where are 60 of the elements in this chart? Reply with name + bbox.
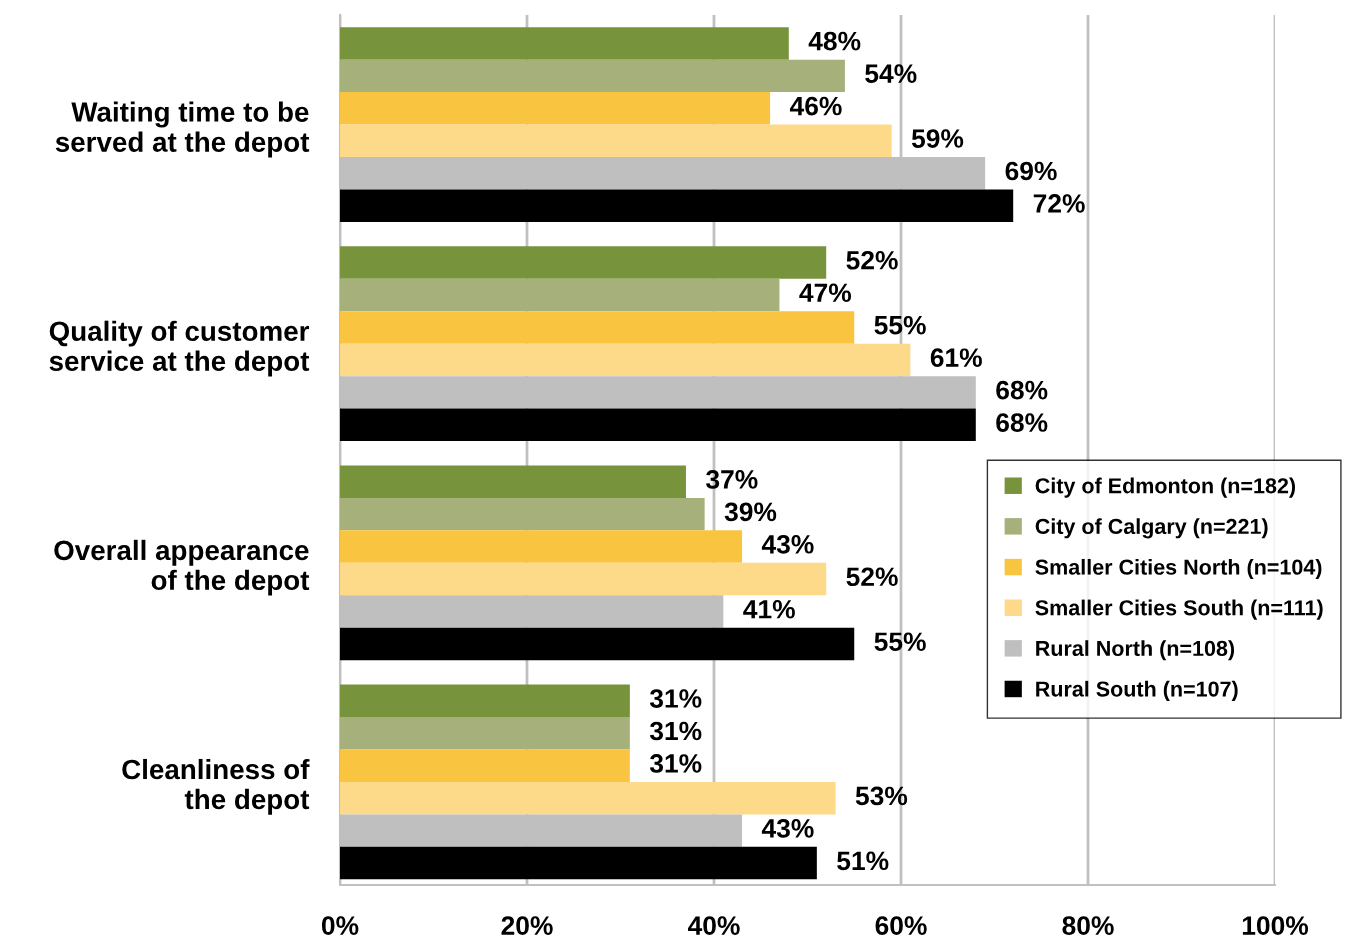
bar [340,530,743,563]
bar [340,465,686,498]
data-label: 68% [996,413,1048,432]
bar [340,781,836,815]
data-label: 72% [1033,194,1085,213]
data-label: 55% [874,315,926,335]
data-label: 55% [874,632,926,652]
data-label: 41% [743,599,795,619]
legend-label: Smaller Cities North (n=104) [1035,558,1322,580]
x-tick-label: 20% [501,916,553,935]
x-tick-label: 60% [875,916,927,935]
bar [340,278,780,312]
data-label: 59% [911,129,964,148]
bar [340,846,817,880]
bar [340,124,892,158]
bar [340,497,705,531]
bar [340,246,827,279]
y-tick-label: Cleanliness of the depot [122,758,310,815]
data-label: 31% [649,754,702,773]
bar [340,749,630,782]
x-tick-label: 80% [1062,916,1114,935]
y-tick-label: Overall appearance of the depot [54,539,310,596]
x-tick-label: 100% [1242,916,1309,935]
bar [340,311,855,344]
legend-label: Smaller Cities South (n=111) [1035,599,1323,620]
data-label: 47% [799,283,852,303]
bar [340,27,789,60]
legend-label: City of Calgary (n=221) [1035,518,1268,539]
bar [340,562,827,596]
data-label: 52% [846,567,898,587]
data-label: 53% [855,786,908,806]
data-label: 31% [649,721,702,741]
bar [340,59,845,93]
data-label: 69% [1005,161,1057,181]
data-label: 31% [649,689,702,708]
data-label: 39% [724,502,777,522]
data-label: 48% [808,31,861,51]
y-tick-label: Quality of customer service at the depot [49,320,310,377]
bar [340,189,1014,222]
data-label: 46% [789,96,842,116]
bar [340,684,630,718]
legend-label: City of Edmonton (n=182) [1035,477,1296,498]
data-label: 43% [761,819,814,838]
data-label: 54% [865,64,917,83]
legend-label: Rural South (n=107) [1036,680,1238,701]
bar [340,343,911,377]
data-label: 61% [930,348,982,367]
bar [340,627,855,661]
x-tick-label: 0% [321,916,359,935]
data-label: 43% [761,534,814,554]
data-label: 37% [706,470,758,489]
data-label: 68% [996,380,1048,400]
data-label: 52% [846,250,898,270]
bar [340,92,771,125]
data-label: 51% [837,851,889,871]
bar [340,408,976,442]
x-tick-label: 40% [687,916,740,935]
bar [340,717,630,750]
y-tick-label: Waiting time to be served at the depot [55,101,310,158]
legend-label: Rural North (n=108) [1036,640,1235,661]
